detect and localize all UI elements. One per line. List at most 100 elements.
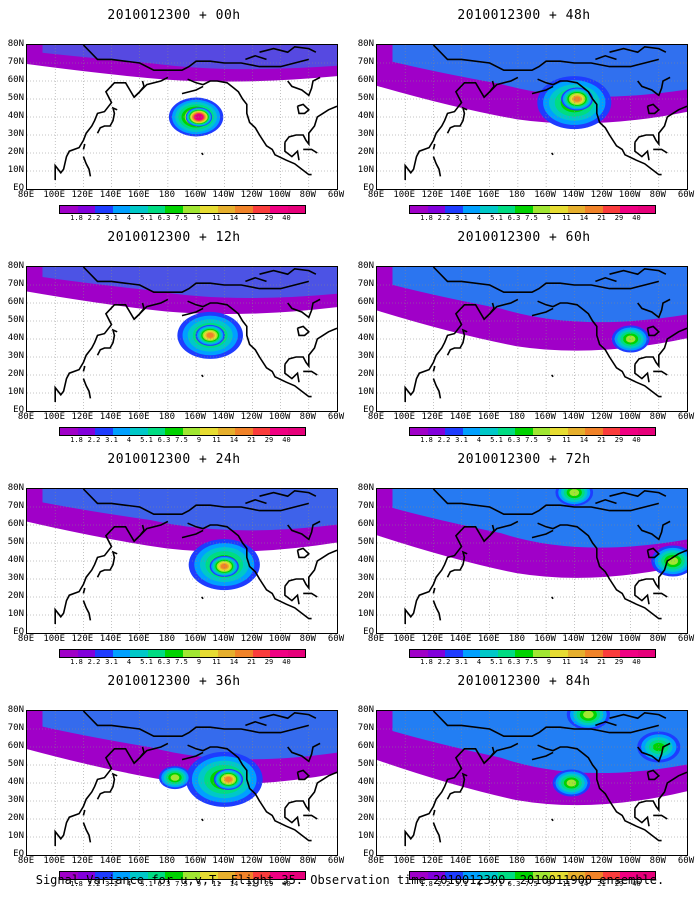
colorbar-swatch bbox=[445, 428, 463, 435]
lon-tick-label: 120E bbox=[71, 190, 94, 200]
coastline bbox=[531, 85, 554, 95]
lon-tick-label: 60W bbox=[677, 190, 695, 200]
colorbar bbox=[59, 871, 306, 880]
lat-tick-label: 50N bbox=[7, 93, 24, 103]
colorbar-swatch bbox=[637, 428, 655, 435]
variance-contour bbox=[170, 774, 180, 781]
map-canvas bbox=[377, 267, 687, 411]
variance-field-mid bbox=[42, 711, 337, 760]
coastline bbox=[432, 600, 442, 621]
colorbar-label: 21 bbox=[247, 214, 256, 222]
colorbar-label: 3.1 bbox=[455, 436, 468, 444]
colorbar-swatch bbox=[602, 206, 620, 213]
lat-tick-label: 80N bbox=[7, 39, 24, 49]
colorbar-swatch bbox=[95, 206, 113, 213]
lon-tick-label: 100W bbox=[268, 190, 291, 200]
lon-tick-label: 180 bbox=[508, 190, 526, 200]
lon-tick-label: 80E bbox=[367, 190, 385, 200]
colorbar-swatch bbox=[77, 650, 95, 657]
lon-tick-label: 60W bbox=[327, 412, 345, 422]
coastline bbox=[181, 529, 204, 539]
lon-tick-label: 100W bbox=[618, 412, 641, 422]
lat-tick-label: 80N bbox=[7, 705, 24, 715]
map-canvas bbox=[27, 711, 337, 855]
lon-tick-label: 100E bbox=[43, 412, 66, 422]
lat-tick-label: 50N bbox=[357, 759, 374, 769]
colorbar-swatch bbox=[130, 428, 148, 435]
colorbar-swatch bbox=[585, 872, 603, 879]
colorbar-swatch bbox=[410, 872, 428, 879]
colorbar-swatch bbox=[480, 428, 498, 435]
lat-tick-label: 40N bbox=[357, 555, 374, 565]
colorbar-label: 7.5 bbox=[525, 214, 538, 222]
coastline bbox=[181, 307, 204, 317]
colorbar-label: 11 bbox=[562, 436, 571, 444]
coastline bbox=[432, 143, 436, 150]
variance-map bbox=[376, 488, 688, 634]
variance-map bbox=[376, 266, 688, 412]
colorbar-label: 5.1 bbox=[490, 880, 503, 888]
colorbar-swatch bbox=[235, 650, 253, 657]
lat-tick-label: 60N bbox=[7, 741, 24, 751]
colorbar-label: 3.1 bbox=[105, 214, 118, 222]
lon-tick-label: 180 bbox=[158, 412, 176, 422]
coastline bbox=[181, 751, 204, 761]
lat-tick-label: EQ bbox=[13, 405, 24, 415]
lon-tick-label: 80W bbox=[299, 190, 316, 200]
coastline bbox=[303, 148, 318, 154]
coastline bbox=[201, 596, 204, 600]
colorbar-swatch bbox=[252, 872, 270, 879]
lon-tick-label: 140W bbox=[562, 412, 585, 422]
lon-tick-label: 140W bbox=[212, 634, 235, 644]
lon-tick-label: 160W bbox=[534, 856, 556, 866]
colorbar-swatch bbox=[252, 650, 270, 657]
lon-tick-label: 80W bbox=[649, 190, 666, 200]
colorbar-label: 29 bbox=[264, 436, 274, 444]
colorbar-swatch bbox=[147, 428, 165, 435]
coastline bbox=[296, 325, 310, 337]
colorbar-swatch bbox=[497, 650, 515, 657]
colorbar-label: 7.5 bbox=[525, 880, 538, 888]
colorbar-label: 21 bbox=[247, 436, 256, 444]
coastline bbox=[133, 524, 145, 542]
colorbar-label: 4 bbox=[476, 436, 482, 444]
colorbar-swatch bbox=[462, 650, 480, 657]
map-panel-p84: 2010012300 + 84h 80N 70N 60N 50N 40N 30N 20N 10N… bbox=[354, 674, 694, 889]
lon-tick-label: 140E bbox=[449, 634, 472, 644]
colorbar-label: 7.5 bbox=[175, 214, 188, 222]
coastline bbox=[82, 587, 86, 594]
coastline bbox=[595, 720, 617, 727]
lon-tick-label: 160W bbox=[534, 412, 556, 422]
lon-tick-label: 100E bbox=[393, 412, 416, 422]
coastline bbox=[82, 365, 86, 372]
colorbar-label: 6.3 bbox=[157, 436, 171, 444]
lat-tick-label: 70N bbox=[357, 57, 374, 67]
coastline bbox=[82, 143, 86, 150]
colorbar-swatch bbox=[620, 206, 638, 213]
coastline bbox=[432, 378, 442, 399]
panel-title: 2010012300 + 72h bbox=[457, 452, 591, 467]
lat-tick-label: 70N bbox=[7, 279, 24, 289]
colorbar-swatch bbox=[270, 650, 288, 657]
lon-tick-label: 80W bbox=[299, 856, 316, 866]
colorbar-label: 5.1 bbox=[490, 214, 503, 222]
map-panel-p00: 2010012300 + 00h 80N 70N 60N 50N 40N 30N 20N 10N… bbox=[4, 8, 344, 223]
colorbar-swatch bbox=[165, 206, 183, 213]
colorbar-swatch bbox=[77, 872, 95, 879]
colorbar-swatch bbox=[410, 206, 428, 213]
lon-tick-label: 60W bbox=[677, 856, 695, 866]
lat-tick-label: 70N bbox=[7, 723, 24, 733]
coastline bbox=[537, 522, 662, 620]
colorbar-swatch bbox=[235, 872, 253, 879]
colorbar-label: 21 bbox=[247, 880, 256, 888]
coastline bbox=[187, 300, 312, 398]
colorbar-swatch bbox=[462, 428, 480, 435]
coastline bbox=[432, 45, 659, 72]
coastline bbox=[634, 327, 687, 369]
colorbar-swatch bbox=[287, 428, 305, 435]
coastline bbox=[646, 547, 660, 559]
colorbar-label: 2.2 bbox=[87, 214, 101, 222]
colorbar-label: 5.1 bbox=[490, 436, 503, 444]
map-panel-p72: 2010012300 + 72h 80N 70N 60N 50N 40N 30N 20N 10N… bbox=[354, 452, 694, 667]
variance-map bbox=[376, 44, 688, 190]
